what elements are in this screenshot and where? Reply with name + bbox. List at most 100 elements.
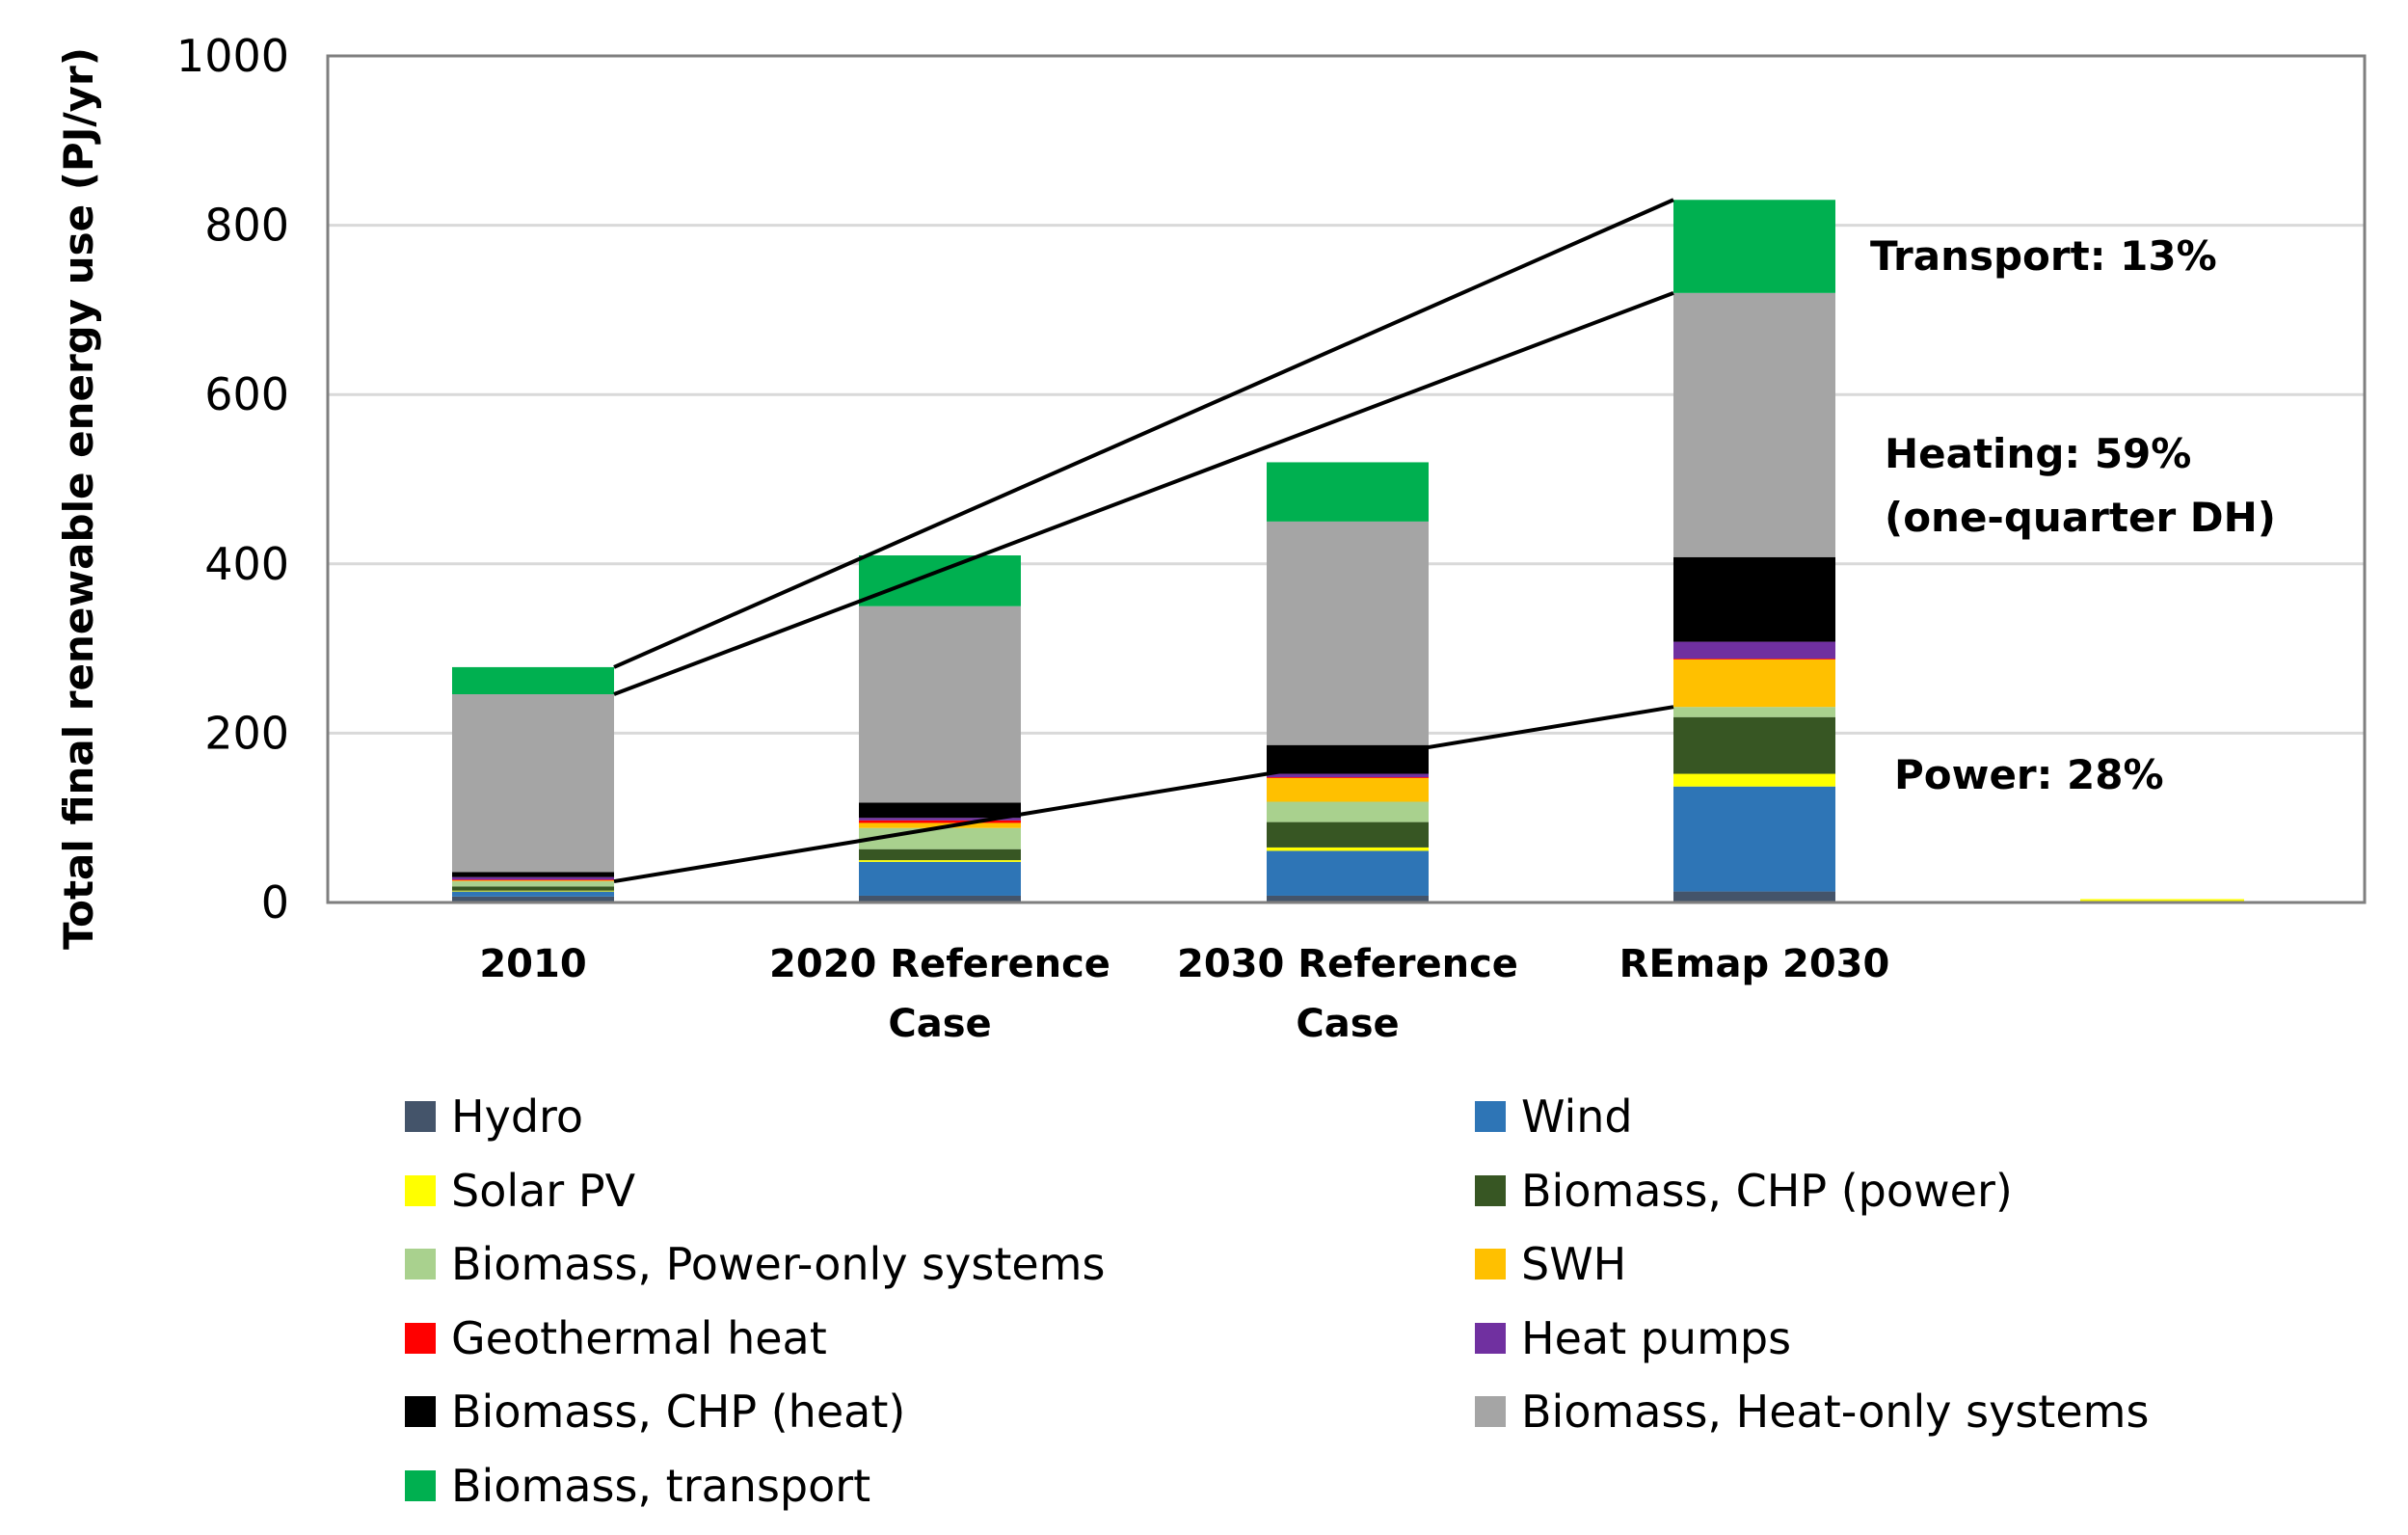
legend-swatch [405,1101,436,1132]
bar-segment-0-5 [452,880,614,882]
legend-item-0: Hydro [405,1088,583,1145]
annotation-0: Transport: 13% [1870,232,2217,280]
bar-segment-1-10 [859,555,1021,606]
annotation-1: Heating: 59% [1885,430,2191,477]
legend-label: Biomass, Power-only systems [451,1238,1106,1290]
plot-frame [326,54,2367,904]
bar-segment-0-0 [452,896,614,902]
bar-segment-2-7 [1267,773,1429,778]
legend-label: SWH [1521,1238,1627,1290]
legend-label: Hydro [451,1091,584,1143]
bar-segment-1-0 [859,895,1021,902]
annotation-2: (one-quarter DH) [1885,494,2276,541]
bar-segment-3-0 [1673,891,1835,902]
bar-segment-2-0 [1267,895,1429,902]
y-axis-ticks: 0 200 400 600 800 1000 [176,30,289,929]
legend-item-6: Geothermal heat [405,1309,827,1367]
bar-segment-2-3 [1267,821,1429,848]
legend-item-8: Biomass, CHP (heat) [405,1383,905,1441]
legend-item-4: Biomass, Power-only systems [405,1235,1105,1293]
legend-item-3: Biomass, CHP (power) [1475,1162,2013,1220]
bar-sliver [2080,899,2244,902]
chart-svg: 0 200 400 600 800 1000 2010 2020 Reference Case… [55,30,2367,1046]
bar-segment-1-6 [859,820,1021,823]
bar-segment-3-8 [1673,556,1835,642]
bar-segment-1-8 [859,802,1021,819]
bar-segment-2-4 [1267,801,1429,822]
legend-item-9: Biomass, Heat-only systems [1475,1383,2149,1441]
bar-segment-2-5 [1267,777,1429,802]
bar-segment-3-10 [1673,200,1835,293]
bar-segment-1-7 [859,818,1021,821]
bar-segment-2-9 [1267,521,1429,745]
bar-segment-0-10 [452,666,614,695]
legend: Hydro Wind Solar PV Biomass, CHP (power) Bio… [405,1088,2236,1522]
bar-segment-0-2 [452,890,614,892]
x-category-label-3: REmap 2030 [1619,942,1890,986]
legend-swatch [1475,1249,1506,1279]
legend-label: Geothermal heat [451,1311,827,1364]
y-tick-label-400: 400 [204,538,289,590]
bar-segment-1-2 [859,860,1021,862]
legend-label: Wind [1521,1091,1633,1143]
bar-segment-0-6 [452,879,614,881]
bar-segment-3-4 [1673,707,1835,717]
y-tick-label-200: 200 [204,707,289,759]
legend-label: Biomass, CHP (power) [1521,1164,2013,1217]
bar-segment-3-1 [1673,786,1835,892]
legend-label: Solar PV [451,1164,636,1217]
bar-segment-0-9 [452,694,614,873]
y-tick-label-0: 0 [261,876,289,929]
bar-segment-0-8 [452,872,614,877]
bar-segment-0-1 [452,891,614,897]
x-category-label-0: 2010 [479,942,586,986]
bar-segment-2-10 [1267,462,1429,522]
legend-swatch [405,1469,436,1501]
bar-segment-3-5 [1673,660,1835,708]
leader-line-0 [613,198,1674,669]
annotations: Transport: 13% Heating: 59% (one-quarter D… [1870,232,2276,798]
legend-item-1: Wind [1475,1088,1633,1145]
bar-segment-3-3 [1673,716,1835,774]
bar-segment-0-7 [452,876,614,880]
legend-swatch [405,1249,436,1279]
legend-swatch [1475,1322,1506,1354]
bar-segment-1-5 [859,822,1021,828]
bar-segment-2-2 [1267,847,1429,851]
leader-line-1 [613,290,1674,696]
x-category-label-2-line-0: 2030 Reference [1177,942,1518,986]
legend-swatch [405,1174,436,1206]
leader-lines [613,198,1674,884]
y-tick-label-600: 600 [204,368,289,420]
bar-segment-1-1 [859,861,1021,896]
bar-segment-1-9 [859,606,1021,803]
legend-swatch [405,1396,436,1427]
annotation-3: Power: 28% [1894,751,2164,798]
x-axis-categories: 2010 2020 Reference Case 2030 Reference Case… [479,942,1889,1046]
bar-segment-3-2 [1673,773,1835,787]
bar-segment-2-6 [1267,777,1429,778]
x-category-label-1-line-1: Case [888,1002,991,1046]
bar-segment-0-4 [452,881,614,887]
y-tick-label-1000: 1000 [176,30,289,82]
legend-item-7: Heat pumps [1475,1309,1791,1367]
bar-segment-3-6 [1673,659,1835,660]
legend-item-5: SWH [1475,1235,1626,1293]
legend-label: Heat pumps [1521,1311,1792,1364]
legend-swatch [405,1322,436,1354]
legend-item-2: Solar PV [405,1162,635,1220]
legend-label: Biomass, transport [451,1459,871,1512]
bar-segment-1-3 [859,848,1021,861]
legend-swatch [1475,1396,1506,1427]
leader-line-2 [613,705,1674,884]
bar-segment-3-7 [1673,641,1835,660]
legend-swatch [1475,1174,1506,1206]
x-category-label-2-line-1: Case [1296,1002,1399,1046]
x-category-label-1-line-0: 2020 Reference [769,942,1110,986]
legend-swatch [1475,1101,1506,1132]
bar-segment-0-3 [452,886,614,891]
bars [452,200,2244,902]
legend-item-10: Biomass, transport [405,1457,870,1515]
legend-label: Biomass, CHP (heat) [451,1386,906,1438]
y-axis-title: Total final renewable energy use (PJ/yr) [55,47,102,950]
